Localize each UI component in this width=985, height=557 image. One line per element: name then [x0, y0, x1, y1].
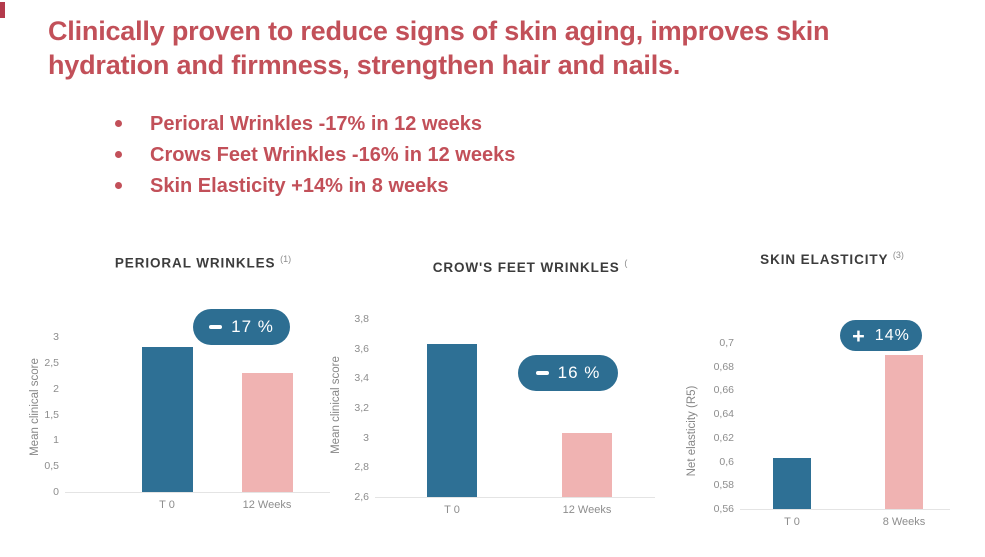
x-axis-label: 8 Weeks: [882, 516, 926, 528]
chart-title-superscript: (3): [892, 250, 904, 260]
bullet-text: Perioral Wrinkles -17% in 12 weeks: [150, 113, 483, 135]
x-axis-label: 12 Weeks: [242, 499, 292, 511]
bar-t-0: [773, 458, 811, 509]
chart-skin-elasticity: SKIN ELASTICITY (3) Net elasticity (R5) …: [685, 245, 985, 550]
y-tick-label: 2,6: [354, 491, 369, 503]
y-tick-label: 3: [53, 331, 59, 343]
y-tick-label: 0,66: [713, 384, 734, 397]
y-tick-label: 3,8: [354, 313, 369, 325]
y-tick-label: 0,6: [719, 455, 734, 468]
x-axis-label: T 0: [444, 504, 460, 516]
key-findings-list: Perioral Wrinkles -17% in 12 weeks Crows…: [115, 112, 515, 205]
bullet-icon: [115, 120, 122, 127]
chart-title: SKIN ELASTICITY (3): [760, 250, 904, 267]
y-axis-ticks: 0 0,5 1 1,5 2 2,5 3: [21, 331, 59, 498]
badge-value: 14%: [874, 326, 910, 344]
x-axis-label: T 0: [159, 499, 175, 511]
list-item: Perioral Wrinkles -17% in 12 weeks: [115, 112, 515, 136]
bar-t-0: [142, 347, 193, 492]
bars-group: [65, 338, 330, 492]
y-tick-label: 2: [53, 382, 59, 395]
y-tick-label: 3: [363, 431, 369, 444]
y-tick-label: 1,5: [44, 408, 59, 421]
y-tick-label: 0,56: [713, 503, 734, 515]
x-axis-label: T 0: [784, 516, 800, 528]
bars-group: [375, 320, 655, 497]
bullet-icon: [115, 151, 122, 158]
list-item: Skin Elasticity +14% in 8 weeks: [115, 174, 515, 198]
bar-8-weeks: [885, 354, 923, 509]
page-title: Clinically proven to reduce signs of ski…: [48, 16, 830, 80]
minus-icon: [209, 325, 223, 329]
badge-value: 17 %: [231, 317, 274, 336]
x-axis-labels: T 0 8 Weeks: [740, 344, 950, 528]
corner-decoration: [0, 2, 5, 18]
y-tick-label: 0,62: [713, 431, 734, 444]
change-badge: 16 %: [518, 355, 618, 391]
bullet-text: Crows Feet Wrinkles -16% in 12 weeks: [150, 144, 516, 166]
plot-area: 0 0,5 1 1,5 2 2,5 3 T 0 12 Weeks: [44, 331, 330, 511]
chart-title: PERIORAL WRINKLES (1): [114, 254, 292, 271]
chart-title-superscript: (1): [280, 254, 292, 264]
plot-area: 0,56 0,58 0,6 0,62 0,64 0,66 0,68 0,7 T 0 8 Week…: [714, 337, 950, 528]
bar-12-weeks: [242, 373, 293, 492]
y-tick-label: 3,6: [354, 342, 369, 355]
y-axis-ticks: 2,6 2,8 3 3,2 3,4 3,6 3,8: [331, 313, 369, 503]
badge-value: 16 %: [557, 363, 601, 382]
bullet-text: Skin Elasticity +14% in 8 weeks: [150, 175, 449, 197]
y-tick-label: 3,4: [354, 372, 369, 385]
x-axis-label: 12 Weeks: [562, 504, 612, 516]
y-tick-label: 0: [53, 486, 59, 498]
y-tick-label: 2,8: [354, 461, 369, 474]
minus-icon: [535, 371, 549, 375]
bullet-icon: [115, 182, 122, 189]
bar-t-0: [427, 344, 477, 497]
y-tick-label: 0,64: [713, 408, 734, 421]
y-tick-label: 2,5: [44, 356, 59, 369]
x-axis-labels: T 0 12 Weeks: [375, 320, 655, 516]
y-tick-label: 1: [53, 434, 59, 447]
y-tick-label: 0,7: [719, 337, 734, 349]
change-badge: 17 %: [193, 309, 290, 345]
plot-area: 2,6 2,8 3 3,2 3,4 3,6 3,8 T 0 12 Weeks: [354, 313, 655, 516]
chart-crows-feet-wrinkles: CROW'S FEET WRINKLES ( Mean clinical sco…: [330, 250, 670, 550]
y-tick-label: 0,5: [44, 460, 59, 473]
change-badge: +14%: [840, 320, 922, 351]
x-axis-labels: T 0 12 Weeks: [65, 338, 330, 511]
plus-icon: +: [852, 322, 866, 348]
list-item: Crows Feet Wrinkles -16% in 12 weeks: [115, 143, 515, 167]
y-tick-label: 3,2: [354, 402, 369, 414]
chart-title: CROW'S FEET WRINKLES (: [432, 258, 628, 275]
bars-group: [740, 344, 950, 509]
y-tick-label: 0,68: [713, 360, 734, 373]
bar-12-weeks: [562, 433, 612, 497]
y-tick-label: 0,58: [713, 479, 734, 492]
y-axis-ticks: 0,56 0,58 0,6 0,62 0,64 0,66 0,68 0,7: [690, 337, 734, 515]
chart-title-superscript: (: [624, 258, 628, 268]
chart-perioral-wrinkles: PERIORAL WRINKLES (1) Mean clinical scor…: [20, 250, 340, 550]
